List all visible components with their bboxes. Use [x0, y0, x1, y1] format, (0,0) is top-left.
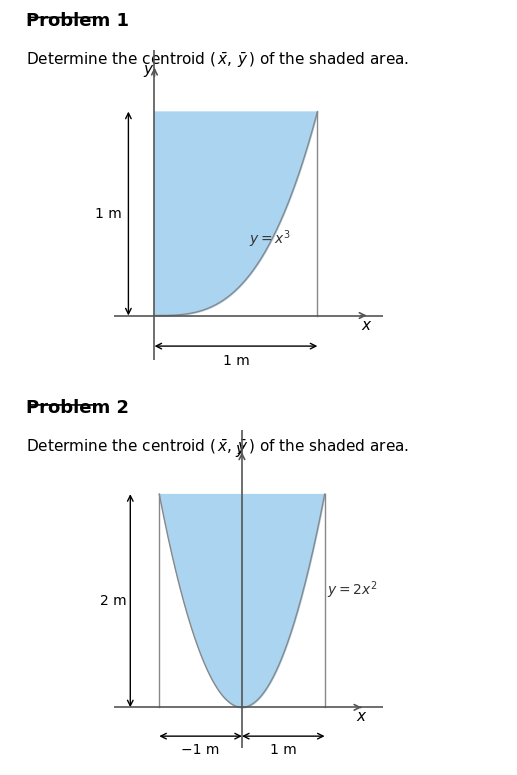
Text: $x$: $x$: [356, 709, 368, 724]
Text: $y$: $y$: [143, 63, 155, 79]
Text: 1 m: 1 m: [270, 742, 297, 756]
Text: $y = 2x^2$: $y = 2x^2$: [327, 580, 377, 601]
Text: $x$: $x$: [360, 318, 372, 332]
Text: $y = x^3$: $y = x^3$: [249, 229, 291, 250]
Text: −1 m: −1 m: [181, 742, 220, 756]
Text: Problem 2: Problem 2: [26, 399, 129, 417]
Text: 1 m: 1 m: [95, 206, 122, 221]
Text: Determine the centroid $(\,\bar{x},\, \bar{y}\,)$ of the shaded area.: Determine the centroid $(\,\bar{x},\, \b…: [26, 438, 409, 457]
Text: 1 m: 1 m: [222, 354, 249, 368]
Text: Determine the centroid $(\,\bar{x},\, \bar{y}\,)$ of the shaded area.: Determine the centroid $(\,\bar{x},\, \b…: [26, 50, 409, 70]
Text: $y$: $y$: [235, 443, 247, 460]
Text: 2 m: 2 m: [100, 594, 126, 608]
Text: Problem 1: Problem 1: [26, 12, 129, 29]
